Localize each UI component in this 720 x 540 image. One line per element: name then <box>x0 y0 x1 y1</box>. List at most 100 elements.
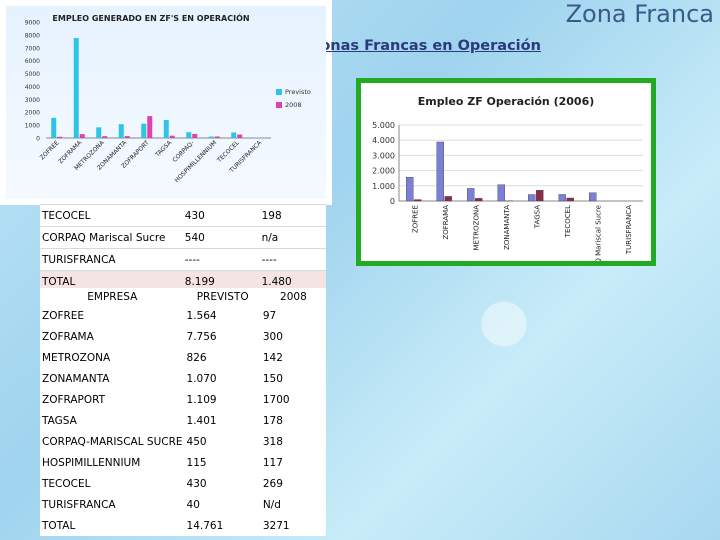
actual-cell: 1700 <box>262 393 290 406</box>
company-cell: CORPAQ-MARISCAL SUCRE <box>42 435 183 448</box>
actual-cell: n/a <box>259 226 326 249</box>
forecast-cell: 1.564 <box>186 309 217 322</box>
y-tick-label: 7000 <box>25 45 40 52</box>
y-tick-label: 4.000 <box>372 136 395 145</box>
company-cell: TECOCEL <box>42 477 91 490</box>
bar <box>51 117 57 138</box>
forecast-cell: 430 <box>186 477 207 490</box>
table-row: ZONAMANTA 1.070 150 <box>40 368 326 389</box>
y-tick-label: 5000 <box>25 71 40 78</box>
y-tick-label: 3.000 <box>372 151 395 160</box>
actual-cell: 2008 <box>280 290 307 303</box>
bar <box>566 197 574 202</box>
y-tick-label: 2000 <box>25 110 40 117</box>
legend-swatch <box>276 89 282 95</box>
bar <box>208 136 214 138</box>
chart-2008-area: EMPLEO GENERADO EN ZF'S EN OPERACIÓN 0 100… <box>6 6 326 199</box>
table-row: ZOFRAPORT 1.109 1700 <box>40 389 326 410</box>
y-tick-label: 8000 <box>25 32 40 39</box>
bar <box>186 132 192 138</box>
table-row: ZOFREE 1.564 97 <box>40 305 326 326</box>
bar <box>79 134 85 138</box>
forecast-cell: PREVISTO <box>196 290 249 303</box>
actual-cell: 269 <box>262 477 283 490</box>
company-cell: ZOFRAPORT <box>42 393 106 406</box>
table-row: CORPAQ-MARISCAL SUCRE 450 318 <box>40 431 326 452</box>
company-cell: HOSPIMILLENNIUM <box>42 456 141 469</box>
x-tick-label: TAGSA <box>153 139 173 159</box>
bar <box>124 136 130 138</box>
company-cell: ZONAMANTA <box>42 372 110 385</box>
bar <box>497 184 505 202</box>
company-cell: TURISFRANCA <box>42 498 116 511</box>
employment-table-2008: EMPRESA PREVISTO 2008 ZOFREE 1.564 97 ZOFRAMA 7… <box>40 288 326 536</box>
bar <box>475 198 483 202</box>
x-tick-label: TURISFRANCA <box>625 205 633 255</box>
forecast-cell: 7.756 <box>186 330 217 343</box>
x-tick-label: ZOFREE <box>39 139 61 161</box>
actual-cell: 300 <box>262 330 283 343</box>
forecast-cell: ---- <box>182 248 260 271</box>
actual-cell: 117 <box>262 456 283 469</box>
x-tick-label: TECOCEL <box>564 205 572 238</box>
bar <box>253 137 259 138</box>
bar <box>163 119 169 138</box>
x-tick-label: ZOFRAMA <box>442 205 450 240</box>
legend-label: 2008 <box>285 101 302 109</box>
bar <box>528 194 536 202</box>
y-tick-label: 4000 <box>25 84 40 91</box>
actual-cell: 97 <box>262 309 277 322</box>
x-tick-label: HOSPIMILLENNIUM <box>173 139 218 184</box>
table-total-row: TOTAL 8.199 1.480 <box>40 270 326 293</box>
x-tick-label: CORPAQ Mariscal Sucre <box>594 205 602 261</box>
actual-cell: N/d <box>262 498 281 511</box>
bar <box>192 133 198 138</box>
bar <box>406 177 414 202</box>
table-row: HOSPIMILLENNIUM 115 117 <box>40 452 326 473</box>
x-tick-label: ZOFREE <box>411 205 419 233</box>
company-cell: TAGSA <box>42 414 77 427</box>
table-row: TECOCEL 430 198 <box>40 204 326 227</box>
bar <box>589 192 597 202</box>
chart-2008-svg: EMPLEO GENERADO EN ZF'S EN OPERACIÓN 0 100… <box>25 12 311 184</box>
table-total-row: TOTAL 14.761 3271 <box>40 515 326 536</box>
forecast-cell: 826 <box>186 351 207 364</box>
table-row: METROZONA 826 142 <box>40 347 326 368</box>
chart-2006-svg: Empleo ZF Operación (2006) 0 1.000 2.000 3.0… <box>372 95 643 287</box>
table-row: TURISFRANCA 40 N/d <box>40 494 326 515</box>
y-tick-label: 0 <box>36 136 40 143</box>
bar <box>414 199 422 202</box>
actual-cell: 178 <box>262 414 283 427</box>
company-cell: TOTAL <box>42 519 76 532</box>
y-tick-label: 5.000 <box>372 121 395 130</box>
company-cell: ZOFRAMA <box>42 330 94 343</box>
y-tick-label: 0 <box>390 197 395 206</box>
forecast-cell: 14.761 <box>186 519 224 532</box>
bar <box>169 135 175 138</box>
actual-cell: 150 <box>262 372 283 385</box>
y-tick-label: 6000 <box>25 58 40 65</box>
company-cell: EMPRESA <box>87 290 138 303</box>
table-row: TAGSA 1.401 178 <box>40 410 326 431</box>
chart-2008: EMPLEO GENERADO EN ZF'S EN OPERACIÓN 0 100… <box>0 0 332 205</box>
legend-label: Previsto <box>285 88 311 96</box>
chart-title: EMPLEO GENERADO EN ZF'S EN OPERACIÓN <box>52 12 249 23</box>
forecast-cell: 115 <box>186 456 207 469</box>
company-cell: TOTAL <box>40 270 183 293</box>
actual-cell: 198 <box>259 204 326 227</box>
bar <box>444 196 452 202</box>
x-tick-label: METROZONA <box>472 205 480 251</box>
bar <box>57 136 63 138</box>
bar <box>102 136 108 138</box>
y-tick-label: 1.000 <box>372 182 395 191</box>
table-row: ZOFRAMA 7.756 300 <box>40 326 326 347</box>
company-cell: TECOCEL <box>40 204 183 227</box>
actual-cell: 3271 <box>262 519 290 532</box>
y-tick-label: 2.000 <box>372 167 395 176</box>
chart-2006: Empleo ZF Operación (2006) 0 1.000 2.000 3.0… <box>356 78 656 287</box>
bar <box>237 134 243 138</box>
forecast-cell: 40 <box>186 498 200 511</box>
forecast-cell: 8.199 <box>182 270 260 293</box>
legend-swatch <box>276 102 282 108</box>
bar <box>231 132 237 138</box>
